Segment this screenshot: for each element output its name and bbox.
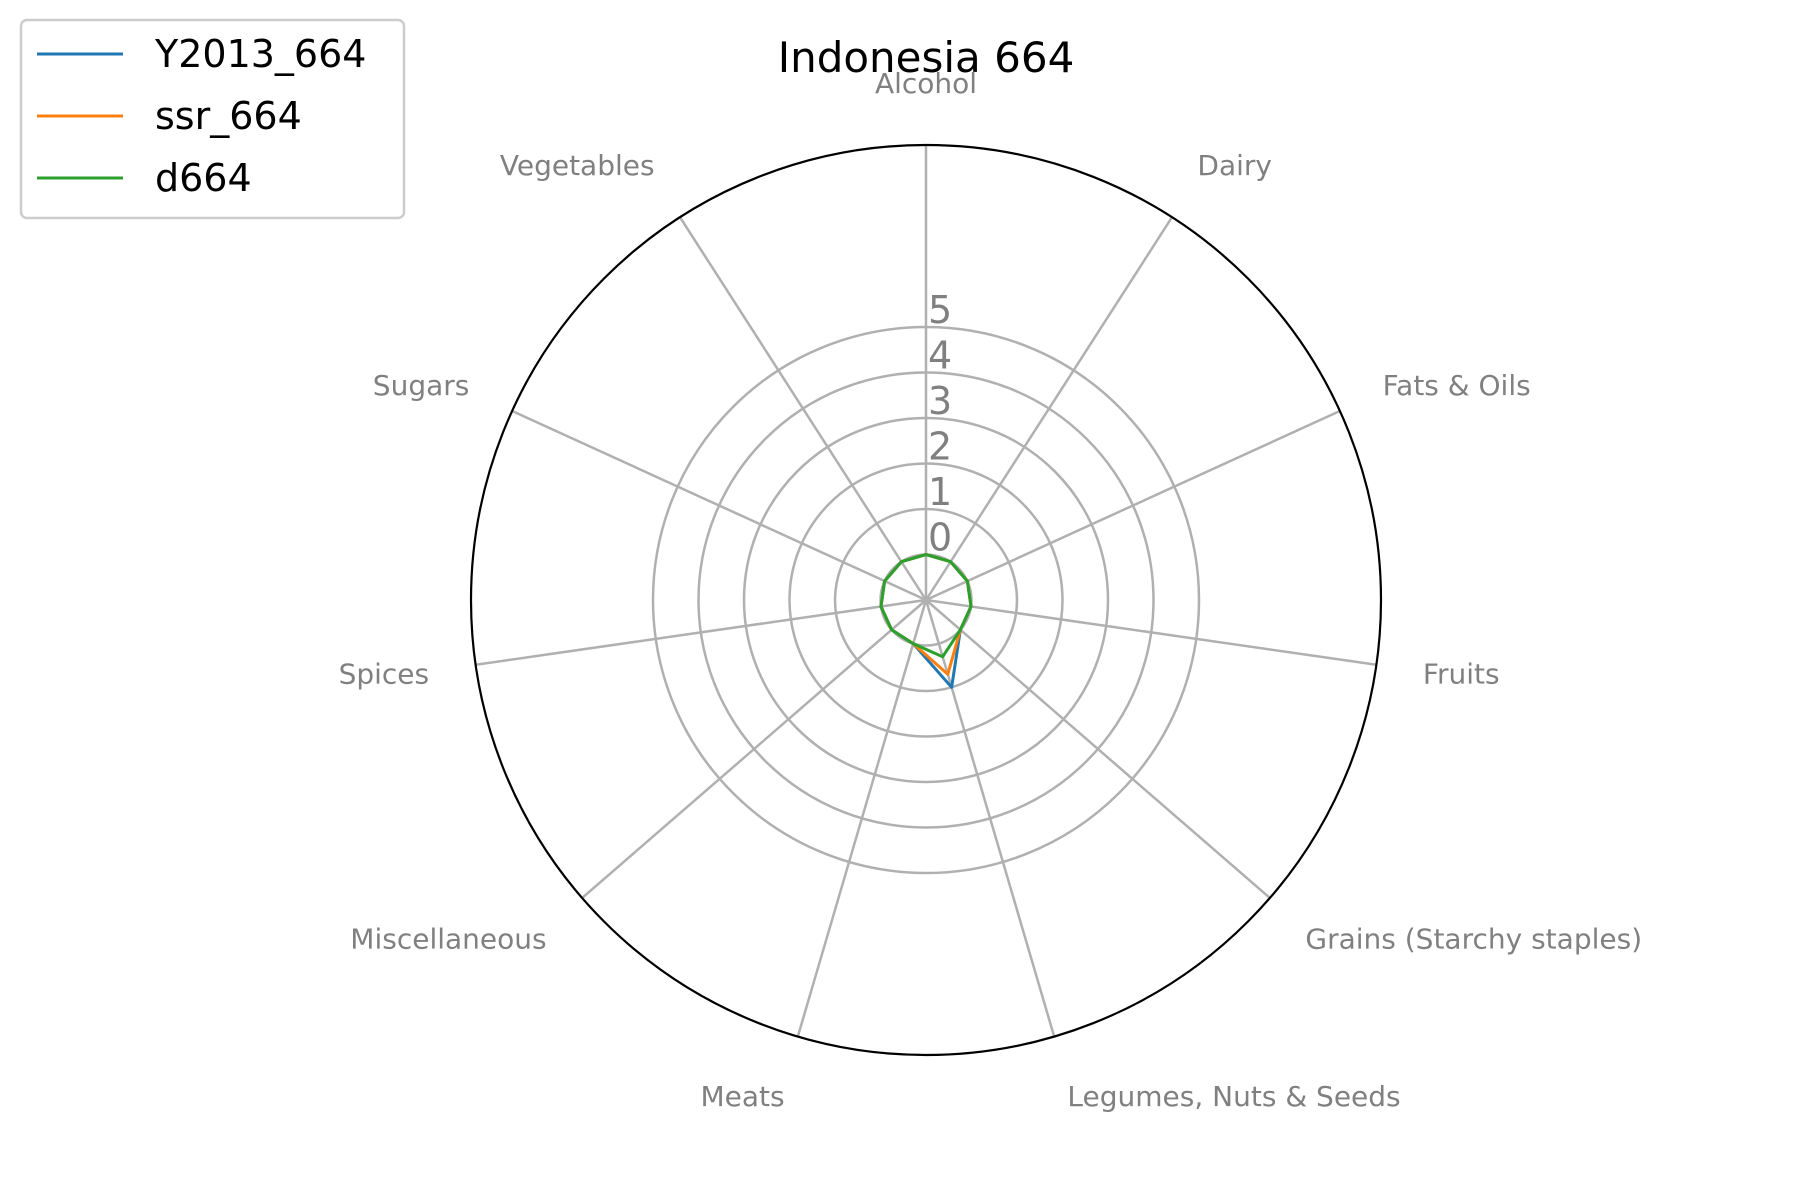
category-label: Dairy <box>1197 149 1272 182</box>
category-label: Sugars <box>373 369 470 402</box>
spoke <box>925 598 1377 666</box>
spoke <box>924 216 1174 601</box>
radial-tick-label: 3 <box>928 379 952 423</box>
radial-tick-label: 0 <box>928 516 952 560</box>
category-label: Meats <box>700 1080 784 1113</box>
category-label: Miscellaneous <box>350 923 546 956</box>
spoke <box>511 409 927 602</box>
legend-box <box>19 18 406 220</box>
radial-tick-label: 1 <box>928 470 952 514</box>
category-label: Alcohol <box>875 67 977 100</box>
series-line-d664 <box>879 553 973 659</box>
spoke <box>796 599 928 1037</box>
spoke <box>581 599 927 899</box>
spoke <box>925 599 1271 899</box>
radial-tick-label: 4 <box>928 334 952 378</box>
category-labels: Alcohol Dairy Fats & Oils Fruits Grains (Sta… <box>339 67 1643 1113</box>
category-label: Fats & Oils <box>1383 369 1531 402</box>
category-label: Vegetables <box>500 149 655 182</box>
spokes <box>475 145 1377 1037</box>
category-label: Spices <box>339 658 430 691</box>
category-label: Legumes, Nuts & Seeds <box>1067 1080 1400 1113</box>
spoke <box>925 409 1341 602</box>
category-label: Grains (Starchy staples) <box>1305 923 1642 956</box>
legend: Y2013_664 ssr_664 d664 <box>19 18 406 220</box>
chart-title: Indonesia 664 <box>778 33 1075 82</box>
spoke <box>475 598 927 666</box>
radial-tick-label: 5 <box>928 288 952 332</box>
outer-ring <box>469 143 1383 1057</box>
series-lines <box>879 553 973 689</box>
spoke <box>678 216 928 601</box>
legend-entry: ssr_664 <box>155 94 302 138</box>
radial-tick-label: 2 <box>928 425 952 469</box>
legend-entry: Y2013_664 <box>154 32 366 76</box>
legend-entry: d664 <box>155 156 252 200</box>
category-label: Fruits <box>1423 658 1500 691</box>
